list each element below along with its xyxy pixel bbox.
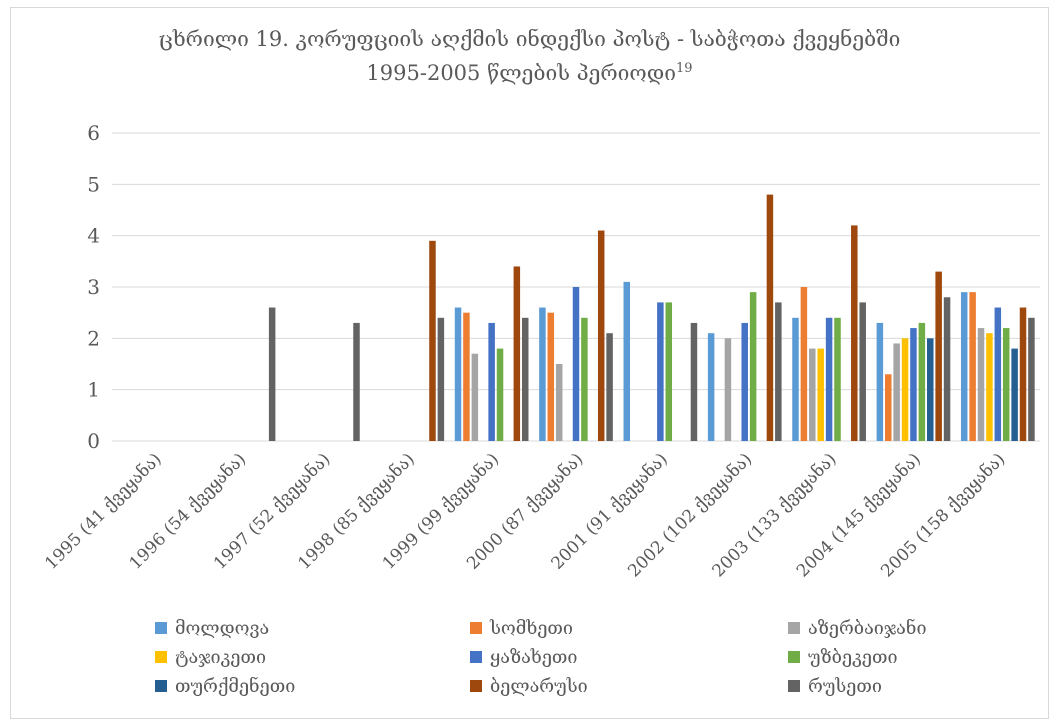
bar — [572, 287, 580, 441]
chart-title: ცხრილი 19. კორუფციის აღქმის ინდექსი პოსტ… — [0, 24, 1059, 88]
bar — [1028, 317, 1035, 441]
bar — [741, 322, 748, 441]
chart-frame — [10, 7, 1049, 719]
legend-swatch — [788, 622, 800, 634]
bar — [513, 266, 521, 441]
y-tick-label: 1 — [87, 378, 100, 402]
x-axis: 1995 (41 ქვეყანა)1996 (54 ქვეყანა)1997 (… — [41, 449, 1009, 581]
bar — [268, 307, 276, 441]
legend-entry: რუსეთი — [788, 676, 882, 697]
bar — [834, 317, 841, 441]
bar — [353, 322, 360, 441]
legend-entry: ყაზახეთი — [470, 647, 578, 668]
legend-entry: ბელარუსი — [470, 676, 588, 697]
legend-swatch — [470, 622, 482, 634]
bar — [901, 338, 909, 441]
bar — [851, 225, 858, 441]
legend-swatch — [470, 651, 482, 663]
legend-label: უზბეკეთი — [808, 647, 898, 668]
bar — [792, 317, 799, 441]
y-tick-label: 0 — [87, 429, 100, 453]
legend-entry: ტაჯიკეთი — [155, 647, 266, 668]
legend-entry: უზბეკეთი — [788, 647, 898, 668]
legend-entry: მოლდოვა — [155, 618, 269, 639]
bar — [876, 322, 884, 441]
bar — [539, 307, 546, 441]
y-axis: 0 1 2 3 4 5 6 — [87, 121, 100, 453]
bar — [606, 333, 613, 441]
bar — [581, 317, 588, 441]
bar — [724, 338, 732, 441]
bar — [463, 312, 470, 441]
bar — [885, 374, 892, 441]
legend-label: მოლდოვა — [175, 618, 269, 639]
bar — [437, 317, 445, 441]
bar — [749, 292, 757, 441]
bar — [994, 307, 1002, 441]
legend-label: აზერბაიჯანი — [808, 617, 927, 639]
bar — [960, 292, 968, 441]
bar — [859, 302, 866, 441]
legend-entry: აზერბაიჯანი — [788, 617, 927, 639]
legend-label: სომხეთი — [489, 618, 573, 639]
bar — [665, 302, 673, 441]
y-tick-label: 6 — [87, 121, 100, 145]
bar — [454, 307, 462, 441]
bar — [775, 302, 782, 441]
legend-label: ტაჯიკეთი — [175, 647, 266, 668]
bar — [943, 297, 951, 441]
bar — [471, 353, 479, 441]
bar — [597, 230, 605, 441]
bar — [800, 287, 808, 441]
bar — [817, 348, 824, 441]
y-tick-label: 2 — [87, 326, 100, 350]
bar — [496, 348, 504, 441]
bar — [623, 281, 631, 441]
bar — [977, 328, 985, 441]
legend-entry: თურქმენეთი — [155, 675, 295, 697]
bar — [969, 292, 976, 441]
bar — [1019, 307, 1027, 441]
bar — [707, 333, 715, 441]
y-tick-label: 4 — [87, 224, 100, 248]
bar — [1002, 328, 1010, 441]
legend: მოლდოვა სომხეთი აზერბაიჯანი ტაჯიკეთი ყაზახეთ… — [155, 617, 927, 697]
bar — [690, 322, 698, 441]
bar — [1011, 348, 1018, 441]
legend-label: ბელარუსი — [490, 676, 588, 697]
bar — [825, 317, 833, 441]
bar — [910, 328, 917, 441]
bar — [766, 194, 774, 441]
legend-label: თურქმენეთი — [175, 675, 295, 697]
bar — [927, 338, 934, 441]
legend-label: რუსეთი — [808, 676, 882, 697]
legend-swatch — [155, 622, 167, 634]
bar — [429, 240, 436, 441]
y-tick-label: 5 — [87, 172, 100, 196]
bar — [893, 343, 900, 441]
title-footnote-mark: 19 — [676, 61, 693, 76]
bar — [935, 271, 942, 441]
bar — [488, 322, 495, 441]
bar — [555, 364, 563, 441]
legend-swatch — [788, 651, 800, 663]
y-tick-label: 3 — [87, 275, 100, 299]
bar — [986, 333, 993, 441]
bar — [547, 312, 555, 441]
legend-swatch — [470, 680, 482, 692]
bar — [657, 302, 664, 441]
bar — [809, 348, 816, 441]
legend-entry: სომხეთი — [470, 618, 573, 639]
legend-swatch — [155, 651, 167, 663]
bar — [918, 322, 926, 441]
legend-swatch — [155, 680, 167, 692]
legend-swatch — [788, 680, 800, 692]
chart-title-text: ცხრილი 19. კორუფციის აღქმის ინდექსი პოსტ… — [158, 27, 901, 85]
bar — [521, 317, 529, 441]
legend-label: ყაზახეთი — [490, 647, 578, 668]
bars — [268, 194, 1035, 441]
